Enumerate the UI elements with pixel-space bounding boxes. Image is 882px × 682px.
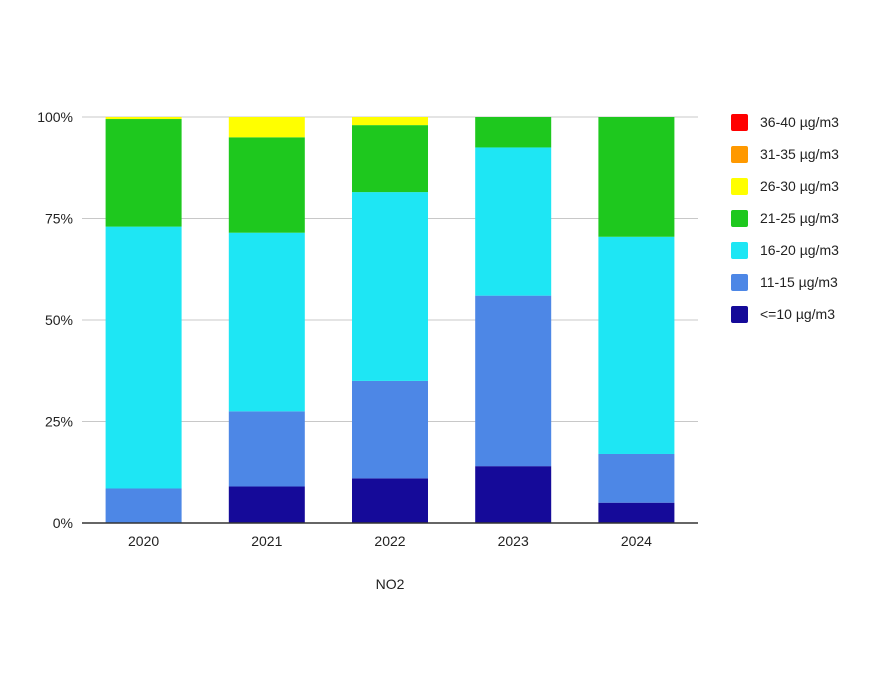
legend-item: <=10 µg/m3: [731, 298, 839, 330]
x-tick-label: 2020: [128, 533, 159, 549]
legend-swatch: [731, 177, 748, 195]
legend-swatch: [731, 273, 748, 291]
legend-item: 36-40 µg/m3: [731, 106, 839, 138]
bar-segment: [598, 502, 675, 523]
bar-segment: [105, 119, 182, 227]
legend-item: 11-15 µg/m3: [731, 266, 839, 298]
bar-segment: [352, 478, 428, 523]
legend-item: 31-35 µg/m3: [731, 138, 839, 170]
legend-label: 26-30 µg/m3: [760, 178, 839, 194]
bar-segment: [598, 236, 675, 454]
x-tick-label: 2024: [621, 533, 652, 549]
bar-segment: [228, 486, 305, 523]
y-tick-label: 75%: [45, 211, 73, 227]
x-axis-title: NO2: [375, 576, 405, 592]
bar-segment: [105, 226, 182, 489]
bar-segment: [475, 466, 552, 523]
legend-item: 26-30 µg/m3: [731, 170, 839, 202]
bar-segment: [228, 117, 305, 138]
y-tick-label: 25%: [45, 414, 73, 430]
bar-segment: [352, 117, 428, 126]
legend-item: 21-25 µg/m3: [731, 202, 839, 234]
legend-label: 31-35 µg/m3: [760, 146, 839, 162]
x-tick-label: 2023: [498, 533, 529, 549]
legend-item: 16-20 µg/m3: [731, 234, 839, 266]
y-tick-label: 100%: [37, 109, 73, 125]
legend-label: <=10 µg/m3: [760, 306, 836, 322]
bar-segment: [598, 453, 675, 503]
legend-label: 21-25 µg/m3: [760, 210, 839, 226]
x-tick-label: 2021: [251, 533, 282, 549]
bar-segment: [475, 147, 552, 296]
legend-swatch: [731, 145, 748, 163]
legend-swatch: [731, 209, 748, 227]
bar-segment: [352, 192, 428, 381]
bar-segment: [228, 411, 305, 487]
bar-segment: [475, 295, 552, 467]
legend-swatch: [731, 241, 748, 259]
legend-label: 11-15 µg/m3: [760, 274, 838, 290]
bar-segment: [105, 488, 182, 523]
legend-label: 16-20 µg/m3: [760, 242, 839, 258]
bar-segment: [475, 117, 552, 148]
bar-segment: [352, 380, 428, 479]
bar-segment: [228, 232, 305, 412]
legend-swatch: [731, 113, 748, 131]
chart-legend: 36-40 µg/m3 31-35 µg/m3 26-30 µg/m3 21-25 µ…: [731, 106, 839, 330]
bar-segment: [598, 117, 675, 237]
x-tick-label: 2022: [374, 533, 405, 549]
bar-segment: [105, 117, 182, 120]
bar-segment: [352, 125, 428, 193]
legend-label: 36-40 µg/m3: [760, 114, 839, 130]
y-tick-label: 50%: [45, 312, 73, 328]
bar-segment: [228, 137, 305, 233]
legend-swatch: [731, 305, 748, 323]
y-tick-label: 0%: [53, 515, 73, 531]
